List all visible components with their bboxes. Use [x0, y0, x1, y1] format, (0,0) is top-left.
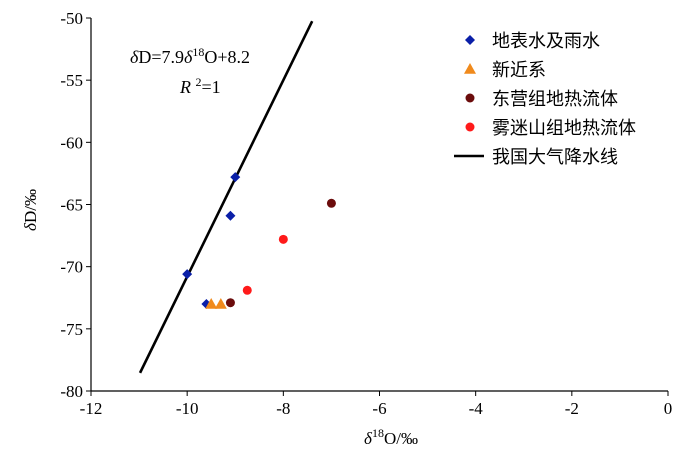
x-axis-title: δ18O/‰	[364, 426, 418, 448]
meteoric-water-line	[138, 20, 314, 374]
data-points	[182, 172, 336, 309]
axes	[90, 18, 668, 392]
data-point-series-2	[205, 297, 218, 309]
data-point-series-1	[182, 269, 193, 280]
legend-marker-2	[464, 63, 476, 74]
x-tick-label: -2	[565, 399, 579, 418]
legend-label-2: 新近系	[492, 60, 546, 81]
x-tick-label: -8	[276, 399, 290, 418]
tick-labels: -12 -10 -8 -6 -4 -2 0 -50 -55 -60 -65 -70 -75 -80	[60, 9, 672, 418]
data-point-series-3	[225, 298, 235, 308]
data-point-series-1	[230, 172, 241, 183]
legend-label-line: 我国大气降水线	[492, 147, 618, 168]
legend-label-3: 东营组地热流体	[492, 89, 618, 110]
regression-line	[138, 20, 314, 374]
y-tick-label: -65	[60, 196, 83, 215]
annotation: δD=7.9δ18O+8.2 R 2=1	[130, 45, 250, 97]
data-point-series-2	[214, 297, 227, 309]
x-tick-label: -12	[80, 399, 103, 418]
data-point-series-1	[225, 210, 236, 221]
y-tick-label: -55	[60, 71, 83, 90]
legend-marker-3	[465, 93, 475, 103]
equation-text: D=7.9δ18O+8.2	[138, 45, 250, 67]
data-point-series-4	[242, 285, 252, 295]
y-tick-label: -50	[60, 9, 83, 28]
x-tick-label: -4	[469, 399, 484, 418]
legend-marker-1	[465, 35, 475, 45]
legend-label-1: 地表水及雨水	[492, 31, 600, 52]
y-axis-title: δD/‰	[21, 189, 40, 231]
data-point-series-4	[278, 234, 288, 244]
y-tick-label: -75	[60, 320, 83, 339]
y-tick-label: -80	[60, 382, 83, 401]
y-tick-label: -70	[60, 258, 83, 277]
x-tick-label: 0	[664, 399, 673, 418]
legend-marker-4	[465, 122, 475, 132]
x-tick-label: -10	[176, 399, 199, 418]
equation-label: δD=7.9δ18O+8.2	[130, 45, 250, 67]
legend-label-4: 雾迷山组地热流体	[492, 118, 636, 139]
x-tick-label: -6	[372, 399, 386, 418]
data-point-series-3	[326, 198, 336, 208]
y-tick-label: -60	[60, 133, 83, 152]
r2-text: R	[179, 77, 191, 97]
r2-label: R 2=1	[179, 75, 221, 97]
